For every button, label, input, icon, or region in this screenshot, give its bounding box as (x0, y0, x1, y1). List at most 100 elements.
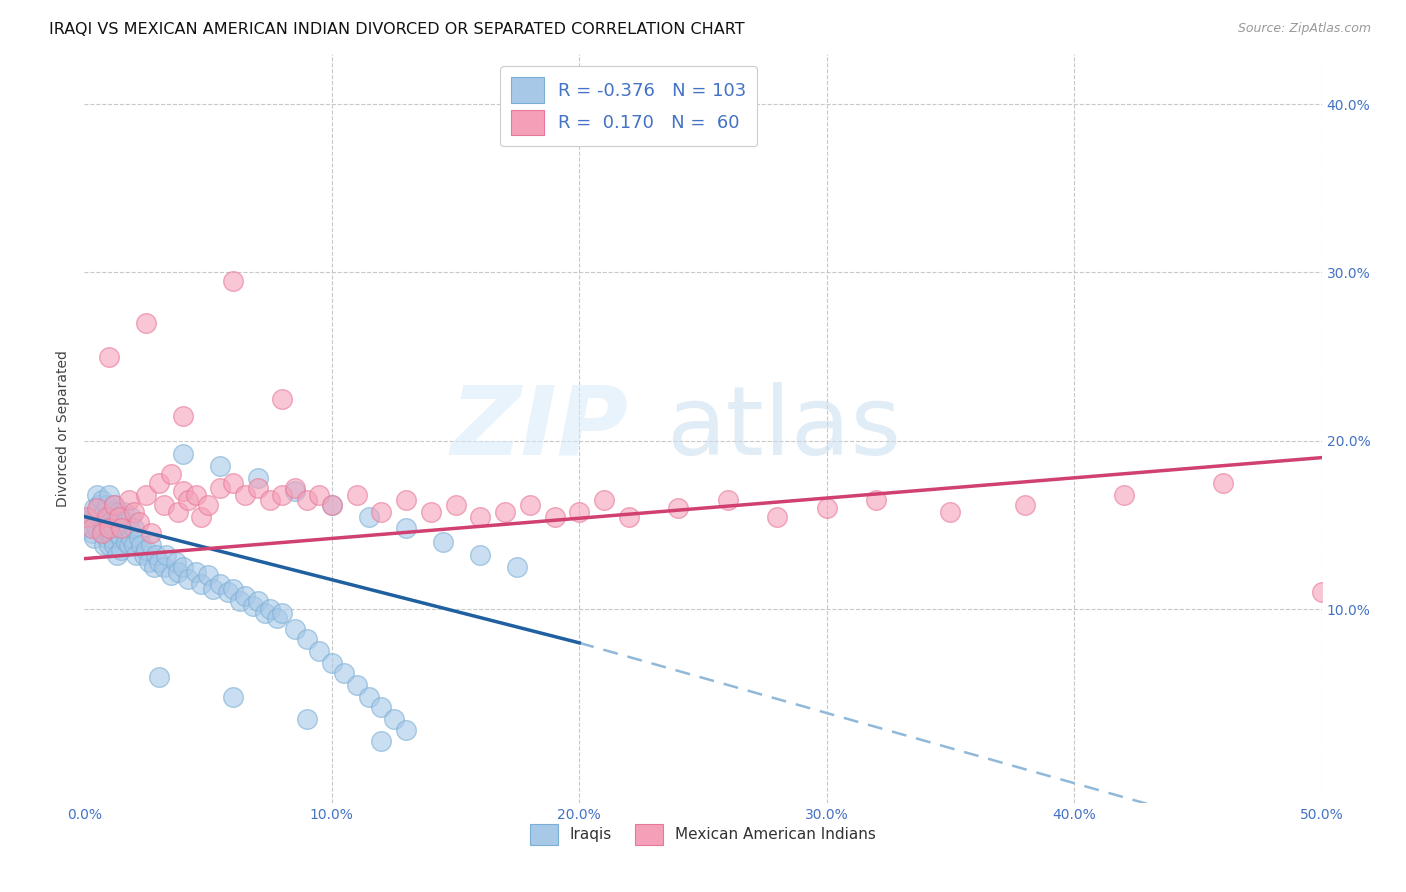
Point (105, 549, 128, 563)
Point (308, 488, 330, 502)
Point (148, 669, 170, 683)
Point (172, 447, 194, 461)
Point (295, 712, 318, 726)
Point (103, 538, 125, 552)
Point (141, 526, 163, 541)
Point (766, 509, 789, 524)
Point (148, 555, 170, 569)
Point (284, 623, 307, 637)
Point (135, 488, 157, 502)
Point (160, 568, 183, 582)
Point (1112, 488, 1135, 502)
Point (395, 723, 418, 738)
Point (120, 532, 142, 546)
Point (100, 504, 122, 518)
Point (222, 582, 245, 596)
Point (271, 606, 294, 620)
Point (568, 504, 591, 518)
Point (110, 521, 132, 535)
Point (246, 471, 269, 485)
Point (209, 577, 232, 591)
Point (105, 526, 128, 541)
Point (90, 526, 112, 541)
Point (815, 501, 838, 516)
Point (172, 409, 194, 423)
Point (717, 492, 740, 507)
Point (865, 492, 887, 507)
Point (118, 538, 141, 552)
Point (90, 526, 112, 541)
Point (128, 515, 150, 529)
Point (217, 585, 239, 599)
Point (470, 549, 492, 563)
Point (86, 504, 108, 518)
Text: IRAQI VS MEXICAN AMERICAN INDIAN DIVORCED OR SEPARATED CORRELATION CHART: IRAQI VS MEXICAN AMERICAN INDIAN DIVORCE… (49, 22, 745, 37)
Point (86, 488, 108, 502)
Point (266, 610, 288, 624)
Point (112, 504, 135, 518)
Point (229, 593, 252, 607)
Point (321, 498, 343, 512)
Point (93, 504, 115, 518)
Point (86, 501, 108, 516)
Point (120, 509, 142, 524)
Point (100, 518, 122, 533)
Point (617, 509, 640, 524)
Point (593, 492, 616, 507)
Point (190, 577, 212, 591)
Point (110, 532, 132, 546)
Point (419, 504, 441, 518)
Point (321, 498, 343, 512)
Point (295, 492, 318, 507)
Text: ZIP: ZIP (451, 382, 628, 475)
Point (357, 690, 380, 704)
Point (184, 565, 207, 579)
Point (222, 274, 245, 288)
Point (346, 488, 368, 502)
Point (308, 644, 330, 658)
Point (284, 484, 307, 499)
Point (90, 518, 112, 533)
Point (172, 484, 194, 499)
Point (98, 521, 121, 535)
Point (222, 690, 245, 704)
Point (321, 656, 343, 670)
Point (83, 532, 105, 546)
Point (253, 606, 276, 620)
Point (357, 509, 380, 524)
Point (76, 509, 98, 524)
Point (98, 509, 121, 524)
Point (103, 498, 125, 512)
Point (190, 509, 212, 524)
Point (295, 632, 318, 647)
Point (96, 532, 118, 546)
Point (346, 678, 368, 692)
Point (122, 538, 145, 552)
Point (148, 475, 170, 490)
Point (167, 504, 190, 518)
Point (138, 555, 160, 569)
Point (98, 350, 121, 364)
Point (370, 733, 392, 747)
Point (83, 501, 105, 516)
Point (382, 712, 405, 726)
Point (209, 458, 232, 473)
Point (96, 515, 118, 529)
Y-axis label: Divorced or Separated: Divorced or Separated (56, 350, 70, 507)
Point (177, 492, 200, 507)
Point (444, 498, 467, 512)
Point (93, 521, 115, 535)
Point (129, 538, 152, 552)
Point (90, 492, 112, 507)
Point (122, 504, 145, 518)
Point (115, 515, 138, 529)
Point (1014, 498, 1036, 512)
Point (259, 602, 281, 616)
Point (110, 543, 132, 558)
Point (333, 666, 356, 681)
Point (165, 555, 187, 569)
Point (76, 521, 98, 535)
Point (132, 549, 155, 563)
Point (86, 521, 108, 535)
Point (142, 560, 165, 574)
